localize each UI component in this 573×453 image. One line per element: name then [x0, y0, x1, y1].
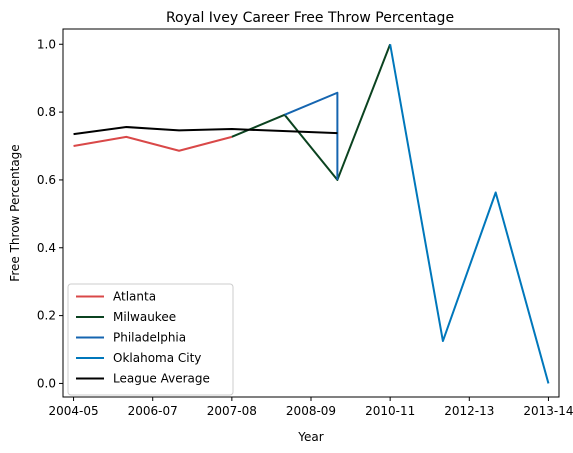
x-axis-label: Year [297, 430, 323, 444]
x-tick-label: 2010-11 [365, 404, 415, 418]
series-line-2 [284, 91, 339, 180]
legend-label: Philadelphia [113, 331, 186, 345]
x-tick-label: 2008-09 [286, 404, 336, 418]
legend-label: Milwaukee [113, 310, 176, 324]
x-tick-label: 2013-14 [523, 404, 573, 418]
y-tick-label: 1.0 [37, 37, 56, 51]
x-axis-ticks: 2004-05 2006-07 2007-08 2008-09 2010-11 2012-… [48, 397, 573, 418]
legend: Atlanta Milwaukee Philadelphia Oklahoma Cit… [67, 283, 234, 396]
chart-title: Royal Ivey Career Free Throw Percentage [166, 10, 454, 26]
y-tick-label: 0.8 [37, 105, 56, 119]
x-tick-label: 2004-05 [48, 404, 98, 418]
legend-box [67, 283, 234, 396]
y-tick-label: 0.6 [37, 173, 56, 187]
series-line-3 [389, 44, 550, 384]
plot-frame [62, 28, 560, 398]
x-tick-label: 2012-13 [444, 404, 494, 418]
series-line-4 [73, 126, 338, 136]
y-tick-label: 0.4 [37, 241, 56, 255]
y-tick-label: 0.0 [37, 376, 56, 390]
y-axis-label: Free Throw Percentage [8, 144, 22, 281]
x-tick-label: 2006-07 [128, 404, 178, 418]
series-line-1 [231, 43, 392, 181]
legend-label: Atlanta [113, 290, 156, 304]
legend-label: League Average [113, 372, 210, 386]
legend-label: Oklahoma City [113, 351, 201, 365]
x-tick-label: 2007-08 [207, 404, 257, 418]
y-tick-label: 0.2 [37, 309, 56, 323]
series-line-0 [73, 135, 233, 152]
y-axis-ticks: 0.0 0.2 0.4 0.6 0.8 1.0 [37, 37, 63, 390]
plot-lines [73, 43, 550, 384]
